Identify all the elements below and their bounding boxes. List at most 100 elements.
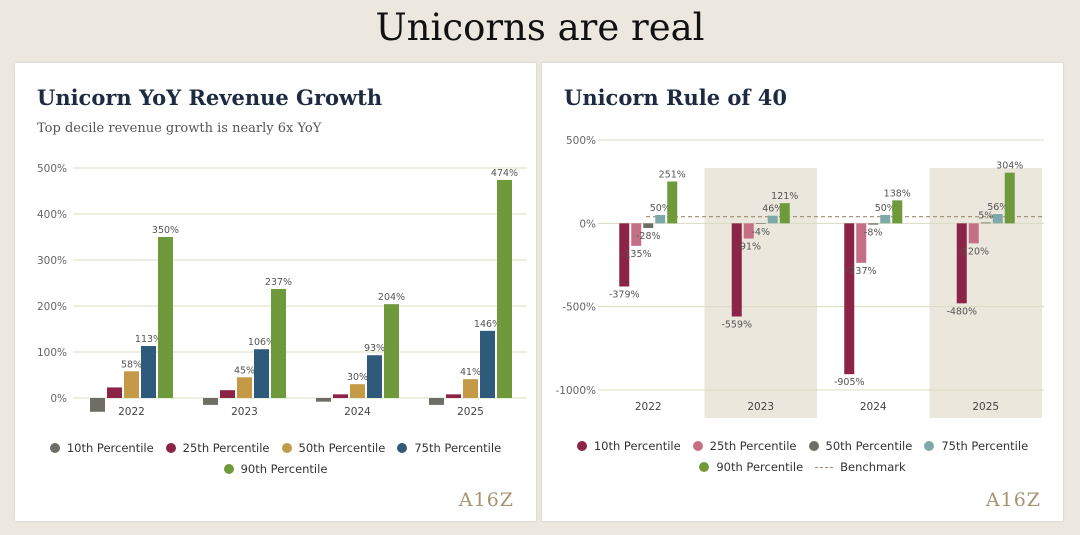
y-tick-label: -500% xyxy=(562,302,596,314)
legend-item: 90th Percentile xyxy=(223,462,328,476)
legend-item: 10th Percentile xyxy=(49,441,154,455)
data-label: 45% xyxy=(234,365,255,376)
legend-label: 50th Percentile xyxy=(825,439,913,453)
bar-2025-90th-percentile xyxy=(1004,172,1015,224)
bar-2024-75th-percentile xyxy=(367,355,382,398)
bar-2023-25th-percentile xyxy=(220,390,235,398)
revenue-growth-chart: 0% 100% 200% 300% 400% 500% 58% 113% 350% 2022 45%… xyxy=(37,163,527,418)
bar-2024-90th-percentile xyxy=(384,304,399,398)
bar-2023-75th-percentile xyxy=(254,349,269,398)
y-tick-label: 400% xyxy=(37,209,67,221)
data-label: 106% xyxy=(248,337,275,348)
data-label: 50% xyxy=(875,203,896,214)
legend-dot-icon xyxy=(924,441,935,451)
legend-item: 50th Percentile xyxy=(281,441,386,455)
bar-2025-25th-percentile xyxy=(446,394,461,398)
data-label: -28% xyxy=(636,231,661,242)
page-title: Unicorns are real xyxy=(375,6,705,49)
data-label: -379% xyxy=(609,290,640,301)
bar-2023-25th-percentile xyxy=(743,223,754,239)
rule-of-40-panel: Unicorn Rule of 40 500% 0% -500% -1000% -379… xyxy=(542,63,1063,521)
data-label: 237% xyxy=(265,277,292,288)
legend-dot-icon xyxy=(165,443,176,453)
legend-label: 10th Percentile xyxy=(66,441,154,455)
bar-2022-10th-percentile xyxy=(90,398,105,412)
bar-2022-90th-percentile xyxy=(667,181,678,224)
bar-2024-90th-percentile xyxy=(892,200,903,224)
data-label: -8% xyxy=(864,228,883,239)
data-label: 41% xyxy=(460,367,481,378)
legend-item: 50th Percentile xyxy=(808,439,913,453)
data-label: 304% xyxy=(996,161,1023,172)
y-tick-label: 500% xyxy=(566,135,596,147)
legend-item: 75th Percentile xyxy=(924,439,1028,453)
legend-item: Benchmark xyxy=(815,460,906,474)
bar-2024-10th-percentile xyxy=(316,398,331,402)
data-label: 121% xyxy=(771,191,798,202)
data-label: 93% xyxy=(364,343,385,354)
legend-label: 10th Percentile xyxy=(593,439,681,453)
bar-2022-50th-percentile xyxy=(124,371,139,398)
data-label: -120% xyxy=(958,246,989,257)
y-tick-label: 0% xyxy=(50,393,67,405)
bar-2024-75th-percentile xyxy=(880,215,891,224)
chart-title: Unicorn Rule of 40 xyxy=(564,85,787,110)
data-label: 30% xyxy=(347,372,368,383)
y-tick-label: 300% xyxy=(37,255,67,267)
data-label: -559% xyxy=(721,320,752,331)
bar-2022-25th-percentile xyxy=(631,223,642,246)
data-label: 113% xyxy=(135,334,162,345)
x-tick-label: 2022 xyxy=(118,406,145,418)
data-label: -237% xyxy=(846,266,877,277)
legend-dot-icon xyxy=(699,462,710,472)
chart-title: Unicorn YoY Revenue Growth xyxy=(37,85,383,110)
revenue-growth-panel: Unicorn YoY Revenue Growth Top decile re… xyxy=(15,63,536,521)
bar-2025-10th-percentile xyxy=(956,223,967,304)
data-label: -135% xyxy=(621,249,652,260)
data-label: -480% xyxy=(946,306,977,317)
legend-item: 75th Percentile xyxy=(397,441,501,455)
bar-2025-25th-percentile xyxy=(968,223,979,244)
legend-label: 90th Percentile xyxy=(716,460,804,474)
rule-of-40-chart: 500% 0% -500% -1000% -379% -135% -28% 50% 251% 20… xyxy=(556,135,1044,418)
x-tick-label: 2023 xyxy=(747,401,774,413)
legend-dot-icon xyxy=(576,441,587,451)
legend-label: 90th Percentile xyxy=(240,462,328,476)
shaded-column-2023 xyxy=(704,168,817,418)
x-tick-label: 2025 xyxy=(972,401,999,413)
bar-2024-10th-percentile xyxy=(844,223,855,375)
x-tick-label: 2023 xyxy=(231,406,258,418)
bar-2024-50th-percentile xyxy=(868,223,879,225)
data-label: 204% xyxy=(378,292,405,303)
y-tick-label: -1000% xyxy=(556,385,597,397)
bar-2023-10th-percentile xyxy=(731,223,742,317)
legend-dash-icon xyxy=(815,466,834,468)
legend-label: 25th Percentile xyxy=(709,439,797,453)
data-label: 5% xyxy=(978,211,993,222)
a16z-logo: A16Z xyxy=(985,489,1041,511)
data-label: 46% xyxy=(762,204,783,215)
legend-dot-icon xyxy=(692,441,703,451)
legend-label: 50th Percentile xyxy=(298,441,386,455)
legend-dot-icon xyxy=(808,441,819,451)
data-label: 56% xyxy=(987,202,1008,213)
x-tick-label: 2022 xyxy=(635,401,662,413)
legend-label: 25th Percentile xyxy=(182,441,270,455)
data-label: 251% xyxy=(659,170,686,181)
data-label: 138% xyxy=(884,188,911,199)
bar-2023-50th-percentile xyxy=(237,377,252,398)
data-label: 350% xyxy=(152,225,179,236)
legend-item: 25th Percentile xyxy=(165,441,270,455)
revenue-growth-legend: 10th Percentile 25th Percentile 50th Perce… xyxy=(15,441,536,483)
bar-2025-50th-percentile xyxy=(980,222,991,224)
chart-subtitle: Top decile revenue growth is nearly 6x Y… xyxy=(37,121,322,136)
legend-dot-icon xyxy=(281,443,292,453)
legend-label: 75th Percentile xyxy=(414,441,502,455)
legend-dot-icon xyxy=(397,443,408,453)
bar-2023-10th-percentile xyxy=(203,398,218,405)
x-tick-label: 2025 xyxy=(457,406,484,418)
bar-2025-10th-percentile xyxy=(429,398,444,405)
bar-2022-25th-percentile xyxy=(107,387,122,398)
bar-2025-75th-percentile xyxy=(992,214,1003,224)
data-label: -4% xyxy=(752,227,771,238)
